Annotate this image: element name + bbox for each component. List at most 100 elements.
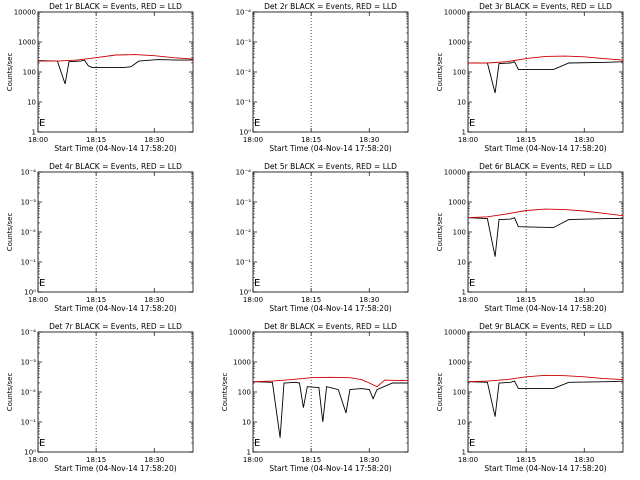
marker-label: E	[39, 278, 45, 289]
x-tick-label: 18:30	[359, 136, 379, 144]
x-tick-label: 18:00	[243, 136, 263, 144]
plot-frame	[467, 171, 624, 293]
x-axis-label: Start Time (04-Nov-14 17:58:20)	[484, 464, 606, 473]
y-tick-label: 100	[453, 69, 466, 77]
y-tick-label: 10⁻²	[236, 229, 252, 237]
y-tick-label: 10⁰	[239, 129, 251, 137]
marker-label: E	[560, 278, 566, 289]
y-tick-label: 10000	[444, 329, 466, 337]
marker-label: F	[217, 278, 223, 289]
y-tick-label: 10⁻¹	[236, 99, 252, 107]
events-series-line	[468, 61, 623, 94]
y-axis-label: Counts/sec	[436, 213, 444, 252]
y-axis-label: Counts/sec	[436, 53, 444, 92]
y-tick-label: 10	[27, 99, 36, 107]
y-tick-label: 1000	[448, 359, 466, 367]
marker-label: S	[456, 118, 462, 129]
marker-label: E	[39, 438, 45, 449]
panel-title: Det 1r BLACK = Events, RED = LLD	[49, 2, 182, 11]
y-tick-label: 10⁻²	[236, 69, 252, 77]
x-axis-label: Start Time (04-Nov-14 17:58:20)	[54, 464, 176, 473]
x-tick-label: 18:00	[243, 296, 263, 304]
panel-p1: Det 1r BLACK = Events, RED = LLD 1 10 100 10…	[6, 2, 194, 153]
plot-frame	[467, 11, 624, 133]
panel-p3: Det 3r BLACK = Events, RED = LLD 1 10 100 10…	[436, 2, 624, 153]
panel-p7: Det 7r BLACK = Events, RED = LLD 10⁰ 10⁻¹ 1…	[6, 322, 351, 473]
x-tick-label: 18:15	[86, 136, 106, 144]
x-tick-label: 18:15	[86, 296, 106, 304]
y-tick-label: 10⁻³	[236, 39, 252, 47]
x-tick-label: 18:15	[301, 136, 321, 144]
y-tick-label: 100	[453, 229, 466, 237]
panel-title: Det 5r BLACK = Events, RED = LLD	[264, 162, 397, 171]
y-tick-label: 10⁻³	[21, 359, 37, 367]
panel-p9: Det 9r BLACK = Events, RED = LLD 1 10 100 10…	[436, 322, 624, 473]
x-tick-label: 18:30	[144, 136, 164, 144]
marker-label: E	[345, 438, 351, 449]
y-tick-label: 100	[238, 389, 251, 397]
lld-series-line	[253, 376, 408, 388]
marker-label: E	[469, 438, 475, 449]
x-tick-label: 18:00	[458, 296, 478, 304]
y-tick-label: 10000	[444, 169, 466, 177]
events-series-line	[253, 381, 408, 438]
y-tick-label: 10⁻¹	[21, 259, 37, 267]
events-series-line	[468, 217, 623, 257]
y-tick-label: 10⁰	[24, 449, 36, 457]
y-tick-label: 10	[457, 419, 466, 427]
marker-label: S	[456, 278, 462, 289]
y-tick-label: 10⁻¹	[21, 419, 37, 427]
events-series-line	[38, 59, 193, 85]
marker-label: S	[456, 438, 462, 449]
y-tick-label: 100	[23, 69, 36, 77]
x-tick-label: 18:30	[144, 456, 164, 464]
panel-title: Det 2r BLACK = Events, RED = LLD	[264, 2, 397, 11]
y-tick-label: 10	[457, 99, 466, 107]
x-tick-label: 18:15	[301, 456, 321, 464]
marker-label: E	[254, 278, 260, 289]
y-tick-label: 10⁻³	[21, 199, 37, 207]
y-tick-label: 10	[457, 259, 466, 267]
panel-title: Det 4r BLACK = Events, RED = LLD	[49, 162, 182, 171]
y-tick-label: 10⁻⁴	[21, 329, 37, 337]
marker-label: S	[241, 278, 247, 289]
x-axis-label: Start Time (04-Nov-14 17:58:20)	[269, 144, 391, 153]
y-tick-label: 10⁻⁴	[21, 169, 37, 177]
lld-series-line	[468, 374, 623, 383]
y-tick-label: 1	[247, 449, 251, 457]
x-tick-label: 18:15	[301, 296, 321, 304]
x-tick-label: 18:15	[516, 296, 536, 304]
x-tick-label: 18:00	[458, 456, 478, 464]
marker-label: F	[432, 438, 438, 449]
y-tick-label: 1000	[448, 199, 466, 207]
panel-title: Det 6r BLACK = Events, RED = LLD	[479, 162, 612, 171]
x-tick-label: 18:15	[86, 456, 106, 464]
y-tick-label: 10⁰	[24, 289, 36, 297]
x-tick-label: 18:00	[28, 456, 48, 464]
marker-label: E	[469, 118, 475, 129]
panel-title: Det 8r BLACK = Events, RED = LLD	[264, 322, 397, 331]
y-tick-label: 1	[462, 129, 466, 137]
marker-label: E	[560, 118, 566, 129]
marker-label: E	[39, 118, 45, 129]
y-tick-label: 1	[462, 289, 466, 297]
y-tick-label: 10⁻²	[21, 229, 37, 237]
lld-series-line	[468, 208, 623, 219]
x-axis-label: Start Time (04-Nov-14 17:58:20)	[54, 144, 176, 153]
y-tick-label: 10	[242, 419, 251, 427]
x-tick-label: 18:30	[574, 136, 594, 144]
panel-p8: Det 8r BLACK = Events, RED = LLD 1 10 100 10…	[221, 322, 462, 473]
x-axis-label: Start Time (04-Nov-14 17:58:20)	[484, 144, 606, 153]
x-tick-label: 18:30	[359, 456, 379, 464]
y-axis-label: Counts/sec	[6, 213, 14, 252]
panel-title: Det 7r BLACK = Events, RED = LLD	[49, 322, 182, 331]
y-tick-label: 1000	[18, 39, 36, 47]
plot-frame	[467, 331, 624, 453]
